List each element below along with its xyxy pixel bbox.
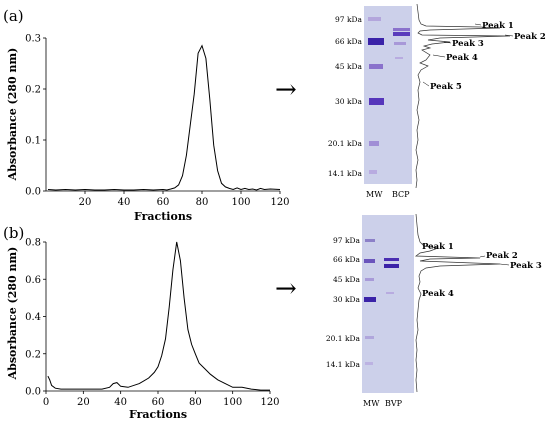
gel-b-peak-4: Peak 4 [422, 289, 454, 299]
chart-b-y-ticks: 0.0 0.2 0.4 0.6 0.8 [25, 238, 46, 398]
gel-a-peak-5: Peak 5 [430, 82, 462, 92]
gel-a-marker-97: 97 kDa [335, 15, 362, 24]
gel-a-marker-30: 30 kDa [335, 97, 362, 106]
chart-a-y-tick-label: 0.0 [25, 187, 41, 198]
gel-b-densitometry-trace [414, 213, 501, 393]
gel-b-marker-66: 66 kDa [333, 255, 360, 264]
chart-b: 0 20 40 60 80 100 120 0.0 0.2 0.4 0.6 0.8 Fraction… [6, 238, 280, 422]
chart-a-x-tick-label: 100 [231, 197, 250, 208]
gel-b-peaks: Peak 1 Peak 2 Peak 3 Peak 4 [422, 242, 542, 299]
chart-b-series-line [47, 241, 270, 391]
chart-a-x-label: Fractions [134, 210, 192, 223]
chart-b-y-tick-label: 0.2 [25, 349, 41, 360]
gel-b-marker-14: 14.1 kDa [326, 360, 361, 369]
chart-a-y-tick-label: 0.3 [25, 34, 41, 45]
chart-a-x-tick-label: 60 [157, 197, 170, 208]
gel-a-densitometry-trace [415, 3, 511, 189]
gel-a-bcp-bands [393, 28, 410, 59]
gel-a-peak-2: Peak 2 [514, 32, 546, 42]
gel-a-lane-mw: MW [366, 190, 383, 199]
chart-a-y-tick-label: 0.1 [25, 136, 41, 147]
gel-b: 97 kDa 66 kDa 45 kDa 30 kDa 20.1 kDa 14.… [326, 213, 542, 408]
chart-a-y-tick-label: 0.2 [25, 85, 41, 96]
gel-b-marker-45: 45 kDa [333, 275, 360, 284]
chart-b-x-ticks: 0 20 40 60 80 100 120 [43, 391, 280, 408]
gel-a-peak-4: Peak 4 [446, 53, 478, 63]
chart-a-x-tick-label: 120 [270, 197, 289, 208]
gel-a-peak-1: Peak 1 [482, 21, 514, 31]
chart-b-x-tick-label: 120 [260, 397, 279, 408]
panel-label-b: (b) [3, 224, 24, 242]
chart-b-x-tick-label: 20 [77, 397, 90, 408]
chart-a-series-line [47, 44, 281, 191]
gel-b-peak-2: Peak 2 [486, 251, 518, 261]
arrow-a: → [275, 75, 297, 105]
gel-b-marker-20: 20.1 kDa [326, 334, 361, 343]
chart-b-x-tick-label: 60 [152, 397, 165, 408]
gel-a: 97 kDa 66 kDa 45 kDa 30 kDa 20.1 kDa 14.… [328, 3, 546, 199]
arrow-b: → [275, 274, 297, 304]
gel-a-lane-bcp: BCP [392, 190, 410, 199]
chart-b-x-tick-label: 40 [114, 397, 127, 408]
gel-b-bvp-bands [384, 258, 399, 294]
chart-a: 20 40 60 80 100 120 0.0 0.1 0.2 0.3 Fractions Ab… [6, 34, 290, 224]
chart-b-x-tick-label: 0 [43, 397, 49, 408]
gel-b-lane-bvp: BVP [385, 399, 403, 408]
chart-a-x-ticks: 20 40 60 80 100 120 [79, 191, 290, 208]
chart-b-x-tick-label: 100 [223, 397, 242, 408]
chart-b-y-tick-label: 0.0 [25, 387, 41, 398]
chart-b-y-tick-label: 0.6 [25, 275, 41, 286]
gel-b-peak-3: Peak 3 [510, 261, 542, 271]
gel-b-marker-30: 30 kDa [333, 295, 360, 304]
gel-a-marker-66: 66 kDa [335, 37, 362, 46]
gel-b-markers: 97 kDa 66 kDa 45 kDa 30 kDa 20.1 kDa 14.… [326, 236, 361, 369]
chart-a-y-ticks: 0.0 0.1 0.2 0.3 [25, 34, 46, 198]
gel-a-peaks: Peak 1 Peak 2 Peak 3 Peak 4 Peak 5 [422, 21, 546, 92]
gel-a-peak-3: Peak 3 [452, 39, 484, 49]
gel-b-peak-1: Peak 1 [422, 242, 454, 252]
gel-b-lane-mw: MW [363, 399, 380, 408]
chart-b-x-tick-label: 80 [189, 397, 202, 408]
chart-b-x-label: Fractions [129, 408, 187, 421]
chart-a-y-label: Absorbance (280 nm) [6, 48, 19, 182]
gel-a-marker-14: 14.1 kDa [328, 169, 363, 178]
panel-label-a: (a) [3, 7, 24, 25]
gel-a-marker-45: 45 kDa [335, 62, 362, 71]
chart-a-x-tick-label: 40 [118, 197, 131, 208]
gel-a-marker-20: 20.1 kDa [328, 139, 363, 148]
gel-a-mw-bands [368, 17, 384, 174]
chart-a-x-tick-label: 80 [196, 197, 209, 208]
chart-b-y-label: Absorbance (280 nm) [6, 247, 19, 381]
chart-a-x-tick-label: 20 [79, 197, 92, 208]
chart-b-y-tick-label: 0.4 [25, 312, 41, 323]
gel-a-markers: 97 kDa 66 kDa 45 kDa 30 kDa 20.1 kDa 14.… [328, 15, 363, 178]
gel-b-marker-97: 97 kDa [333, 236, 360, 245]
chart-b-y-tick-label: 0.8 [25, 238, 41, 249]
gel-b-mw-bands [364, 239, 376, 365]
